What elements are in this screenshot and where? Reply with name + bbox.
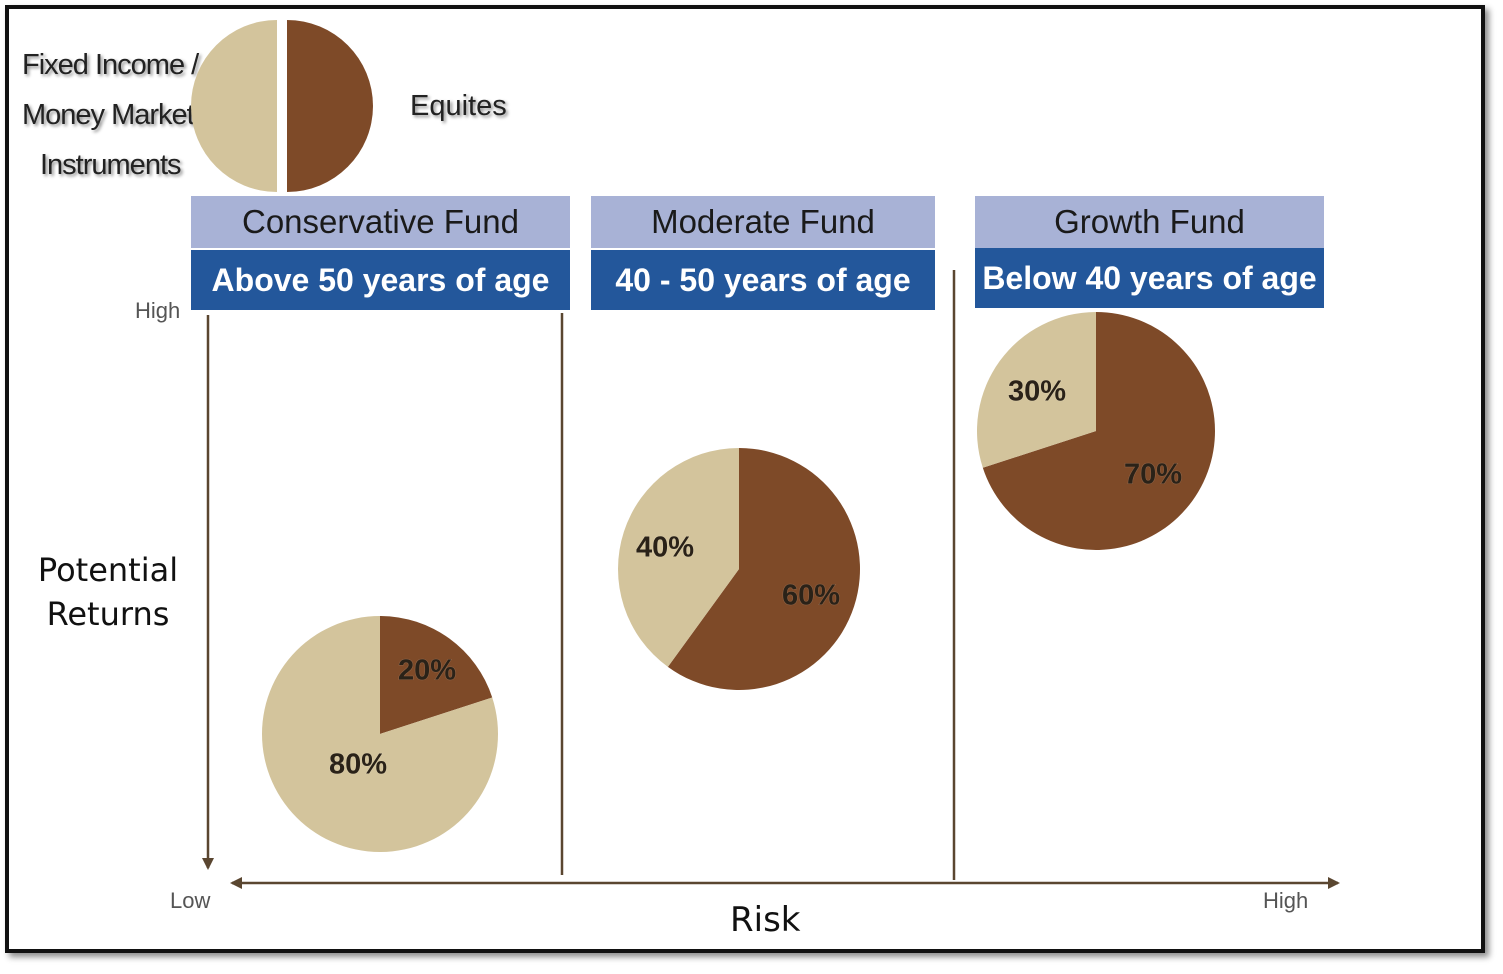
- pie-slice-equities: [667, 448, 860, 690]
- pie-slice-equities: [380, 616, 493, 734]
- pie-slice-equities: [982, 312, 1216, 550]
- fund-age-moderate: 40 - 50 years of age: [591, 250, 935, 310]
- pie-slice-fixed-income: [261, 616, 498, 852]
- pie-slice-fixed-income: [977, 312, 1096, 468]
- legend-fixed-income-line-3: Instruments: [40, 149, 182, 181]
- fund-age-conservative: Above 50 years of age: [191, 250, 570, 310]
- pie-label-equities: 60%: [782, 580, 840, 612]
- y-axis-title-line-1: Potential: [37, 551, 179, 589]
- y-axis-title-line-2: Returns: [46, 595, 170, 633]
- pie-conservative-fund: 20% 80%: [261, 616, 498, 852]
- x-axis-high-label: High: [1263, 888, 1309, 913]
- fund-name-conservative: Conservative Fund: [191, 196, 570, 248]
- legend-fixed-income-line-2: Money Market: [22, 99, 195, 131]
- pie-label-equities: 20%: [398, 655, 456, 687]
- pie-label-fixed-income: 30%: [1008, 376, 1066, 408]
- legend-fixed-income-line-1: Fixed Income /: [22, 49, 199, 81]
- x-axis-title: Risk: [730, 900, 801, 940]
- x-axis-low-label: Low: [170, 888, 211, 913]
- fund-age-growth: Below 40 years of age: [975, 248, 1324, 308]
- y-axis-high-label: High: [135, 298, 181, 323]
- legend-fixed-income-label: Fixed Income / Money Market Instruments: [22, 40, 212, 190]
- pie-growth-fund: 70% 30%: [977, 312, 1216, 550]
- pie-label-equities: 70%: [1124, 459, 1182, 491]
- pie-label-fixed-income: 80%: [329, 749, 387, 781]
- pie-moderate-fund: 60% 40%: [618, 447, 860, 690]
- pie-label-fixed-income: 40%: [636, 532, 694, 564]
- y-axis-title: Potential Returns: [28, 548, 188, 636]
- legend-equities-label: Equites: [410, 90, 507, 122]
- legend-equities-half: [287, 20, 373, 192]
- pie-slice-fixed-income: [618, 447, 739, 667]
- legend-pie: [191, 20, 373, 192]
- fund-name-growth: Growth Fund: [975, 196, 1324, 248]
- fund-name-moderate: Moderate Fund: [591, 196, 935, 248]
- legend-fixed-income-half: [191, 20, 277, 192]
